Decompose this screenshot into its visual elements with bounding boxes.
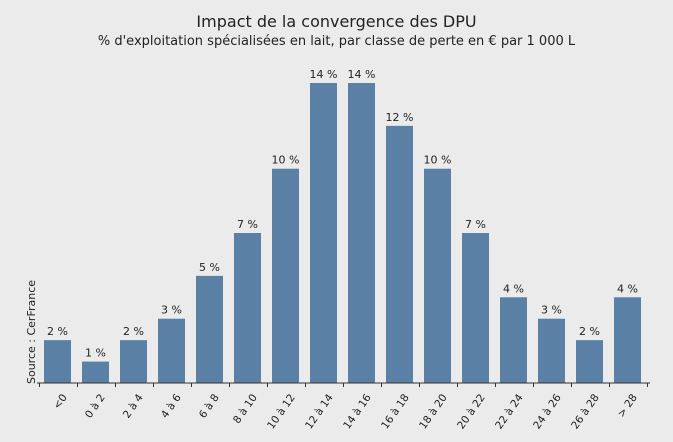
x-tick-label-4: 6 à 8 [197, 392, 222, 421]
x-tick-label-2: 2 à 4 [121, 392, 146, 421]
x-tick-label-9: 16 à 18 [379, 392, 412, 432]
bar-10 [424, 168, 451, 383]
data-label-14: 2 % [579, 325, 600, 338]
x-tick-label-7: 12 à 14 [303, 392, 336, 432]
bar-1 [82, 361, 109, 383]
x-tick-label-14: 26 à 28 [569, 392, 602, 432]
data-label-13: 3 % [541, 304, 562, 317]
x-tick-label-1: 0 à 2 [83, 392, 108, 421]
x-tick-label-6: 10 à 12 [265, 392, 298, 432]
data-label-11: 7 % [465, 218, 486, 231]
data-label-6: 10 % [272, 154, 300, 167]
data-label-5: 7 % [237, 218, 258, 231]
bar-6 [272, 168, 299, 383]
bar-9 [386, 125, 413, 383]
x-tick-label-11: 20 à 22 [455, 392, 488, 432]
x-tick-label-3: 4 à 6 [159, 392, 184, 421]
data-label-2: 2 % [123, 325, 144, 338]
data-label-8: 14 % [348, 68, 376, 81]
x-tick-label-12: 22 à 24 [493, 392, 526, 432]
x-tick-label-8: 14 à 16 [341, 392, 374, 432]
data-label-1: 1 % [85, 347, 106, 360]
bar-13 [538, 318, 565, 383]
bar-4 [196, 275, 223, 383]
data-label-0: 2 % [47, 325, 68, 338]
data-label-10: 10 % [424, 154, 452, 167]
bar-2 [120, 340, 147, 383]
chart-title: Impact de la convergence des DPU [196, 12, 477, 31]
data-label-3: 3 % [161, 304, 182, 317]
data-label-15: 4 % [617, 282, 638, 295]
bar-12 [500, 297, 527, 383]
x-tick-label-10: 18 à 20 [417, 392, 450, 432]
bar-8 [348, 83, 375, 383]
data-label-4: 5 % [199, 261, 220, 274]
data-label-12: 4 % [503, 282, 524, 295]
x-tick-label-13: 24 à 26 [531, 392, 564, 432]
x-tick-label-0: <0 [51, 392, 70, 412]
x-tick-label-15: > 28 [615, 392, 639, 420]
data-label-9: 12 % [386, 111, 414, 124]
bar-3 [158, 318, 185, 383]
bar-15 [614, 297, 641, 383]
x-tick-label-5: 8 à 10 [231, 392, 260, 426]
bar-11 [462, 233, 489, 383]
bar-14 [576, 340, 603, 383]
data-label-7: 14 % [310, 68, 338, 81]
bar-7 [310, 83, 337, 383]
bar-0 [44, 340, 71, 383]
bar-5 [234, 233, 261, 383]
chart-subtitle: % d'exploitation spécialisées en lait, p… [97, 34, 576, 49]
